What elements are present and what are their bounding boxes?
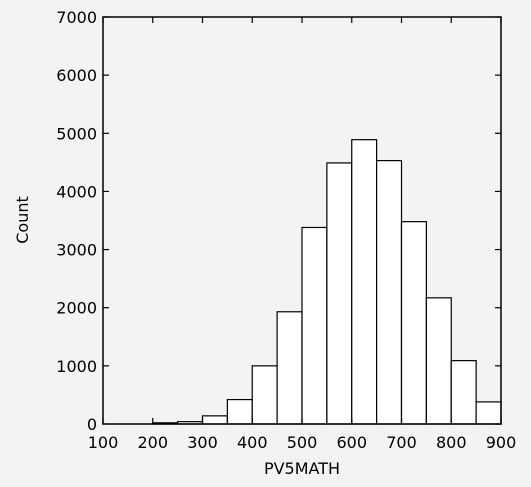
histogram-bar-750-800 (425, 297, 452, 425)
x-tick-label: 800 (436, 433, 467, 452)
x-tick-label: 900 (486, 433, 517, 452)
x-tick-label: 200 (137, 433, 168, 452)
histogram-bar-700-750 (400, 221, 427, 425)
y-axis-title: Count (13, 196, 32, 244)
histogram-bar-350-400 (226, 398, 253, 425)
histogram-bar-800-850 (450, 360, 477, 425)
histogram-bar-300-350 (201, 415, 228, 425)
y-tick-label: 0 (87, 415, 97, 434)
y-tick-label: 6000 (56, 66, 97, 85)
x-tick-label: 400 (237, 433, 268, 452)
histogram-bar-850-900 (475, 401, 502, 425)
x-tick-label: 600 (336, 433, 367, 452)
histogram-bar-400-450 (251, 365, 278, 425)
y-tick-label: 3000 (56, 241, 97, 260)
x-tick-label: 700 (386, 433, 417, 452)
y-tick-label: 5000 (56, 124, 97, 143)
y-tick-label: 7000 (56, 8, 97, 27)
ticks-layer: 100 200 300 400 500 600 700 800 900 0 1000 2000 3000… (56, 8, 516, 452)
x-tick-label: 500 (287, 433, 318, 452)
histogram-bar-550-600 (326, 162, 353, 425)
x-tick-label: 300 (187, 433, 218, 452)
y-tick-label: 2000 (56, 299, 97, 318)
y-tick-label: 4000 (56, 182, 97, 201)
histogram-bar-600-650 (351, 139, 378, 425)
histogram-bar-500-550 (301, 226, 328, 425)
histogram-bar-650-700 (376, 160, 403, 425)
histogram-bar-450-500 (276, 311, 303, 425)
y-tick-label: 1000 (56, 357, 97, 376)
x-tick-label: 100 (88, 433, 119, 452)
x-axis-title: PV5MATH (264, 459, 340, 478)
bars-layer (152, 139, 502, 425)
